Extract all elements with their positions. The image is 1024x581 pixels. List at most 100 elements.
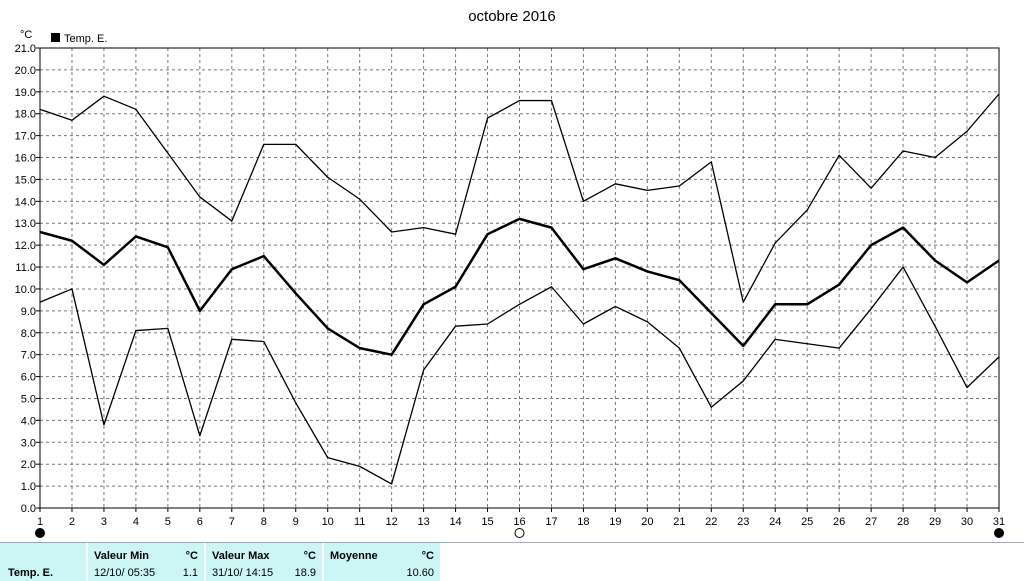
- x-tick-label: 9: [293, 516, 299, 528]
- data-point-max: [678, 185, 680, 187]
- x-tick-label: 7: [229, 516, 235, 528]
- data-point-min: [231, 338, 233, 340]
- x-tick-label: 8: [261, 516, 267, 528]
- y-axis-unit: °C: [20, 29, 32, 41]
- data-point-min: [359, 465, 361, 467]
- data-point-min: [646, 321, 648, 323]
- x-tick-label: 27: [865, 516, 877, 528]
- data-point-min: [966, 386, 968, 389]
- data-point-min: [39, 301, 41, 303]
- data-point-mean: [454, 286, 457, 288]
- data-point-mean: [550, 227, 553, 229]
- x-tick-label: 11: [354, 516, 365, 528]
- temperature-chart: octobre 2016 °C Temp. E. 0.0 1.0 2.0 3.0 4.0…: [15, 8, 1005, 538]
- x-tick-label: 5: [165, 516, 171, 528]
- data-point-mean: [582, 268, 585, 270]
- x-tick-label: 31: [993, 516, 1005, 528]
- data-point-min: [678, 347, 680, 349]
- max-header: Valeur Max: [212, 550, 270, 562]
- x-tick-label: 3: [101, 516, 107, 528]
- data-point-min: [71, 288, 73, 290]
- x-tick-label: 28: [897, 516, 909, 528]
- data-point-mean: [870, 244, 872, 246]
- y-tick-label: 21.0: [15, 43, 36, 55]
- x-tick-label: 10: [322, 516, 334, 528]
- x-tick-label: 4: [133, 516, 139, 528]
- data-point-min: [998, 356, 1000, 358]
- data-point-mean: [423, 303, 425, 305]
- data-point-max: [710, 161, 712, 163]
- x-tick-label: 15: [481, 516, 493, 528]
- max-value-cell: Valeur Max °C 31/10/ 14:15 18.9: [206, 543, 322, 581]
- x-tick-label: 21: [673, 516, 685, 528]
- data-point-max: [263, 143, 265, 145]
- data-point-mean: [327, 327, 329, 329]
- data-point-min: [327, 457, 329, 459]
- data-point-max: [998, 93, 1000, 95]
- data-point-min: [550, 286, 553, 288]
- data-point-min: [870, 308, 872, 310]
- data-point-max: [39, 108, 41, 110]
- y-tick-label: 18.0: [15, 109, 36, 121]
- data-point-max: [646, 189, 648, 191]
- data-point-mean: [838, 283, 840, 286]
- y-tick-label: 4.0: [21, 415, 36, 427]
- data-point-mean: [614, 257, 617, 259]
- data-point-min: [454, 325, 457, 327]
- chart-title: octobre 2016: [468, 8, 556, 25]
- data-point-min: [518, 303, 521, 305]
- y-tick-label: 8.0: [21, 328, 36, 340]
- min-time: 12/10/ 05:35: [94, 567, 156, 579]
- data-point-mean: [39, 231, 41, 233]
- data-point-min: [167, 327, 169, 329]
- data-point-max: [614, 183, 617, 185]
- x-tick-label: 12: [386, 516, 398, 528]
- x-tick-label: 14: [449, 516, 461, 528]
- legend-label: Temp. E.: [64, 33, 107, 45]
- data-point-mean: [103, 264, 105, 266]
- data-point-max: [934, 156, 936, 159]
- max-value: 18.9: [294, 567, 316, 579]
- data-point-mean: [359, 347, 361, 349]
- data-point-min: [423, 369, 425, 371]
- data-point-mean: [934, 259, 936, 262]
- y-tick-label: 12.0: [15, 240, 36, 252]
- average-value: 10.60: [406, 567, 434, 579]
- data-point-max: [295, 143, 297, 145]
- average-header: Moyenne: [330, 550, 378, 562]
- data-point-mean: [231, 268, 233, 270]
- data-point-min: [582, 323, 585, 325]
- y-tick-label: 0.0: [21, 503, 36, 515]
- data-point-min: [742, 380, 744, 382]
- x-tick-label: 2: [69, 516, 75, 528]
- data-point-min: [135, 329, 137, 332]
- stats-row-label-cell: Temp. E.: [0, 543, 86, 581]
- data-point-mean: [391, 354, 393, 356]
- data-point-max: [582, 200, 585, 202]
- data-point-mean: [806, 303, 808, 305]
- x-tick-label: 13: [417, 516, 429, 528]
- x-tick-label: 26: [833, 516, 845, 528]
- data-point-mean: [263, 255, 265, 257]
- moon-phase-markers: [35, 528, 1004, 538]
- stats-row-label: Temp. E.: [8, 567, 54, 579]
- data-point-max: [135, 108, 137, 110]
- x-tick-label: 20: [641, 516, 653, 528]
- new-moon-icon: [994, 528, 1004, 538]
- y-tick-label: 11.0: [15, 262, 36, 274]
- min-unit: °C: [185, 550, 198, 562]
- y-tick-label: 13.0: [15, 218, 36, 230]
- x-tick-label: 16: [513, 516, 525, 528]
- x-tick-label: 6: [197, 516, 203, 528]
- y-tick-label: 1.0: [21, 481, 36, 493]
- x-tick-label: 19: [609, 516, 621, 528]
- x-tick-label: 18: [577, 516, 589, 528]
- y-tick-label: 6.0: [21, 372, 36, 384]
- min-value-cell: Valeur Min °C 12/10/ 05:35 1.1: [88, 543, 204, 581]
- x-axis-ticks: 1 2 3 4 5 6 7 8 9 10 11 12 13 14 15 16 17 18 19 20 21 22 23 24 2…: [37, 508, 1005, 528]
- x-tick-label: 17: [545, 516, 557, 528]
- data-point-max: [103, 95, 105, 97]
- series-line-mean: [39, 217, 1000, 356]
- data-point-max: [838, 154, 840, 156]
- plot-frame: [39, 47, 1000, 509]
